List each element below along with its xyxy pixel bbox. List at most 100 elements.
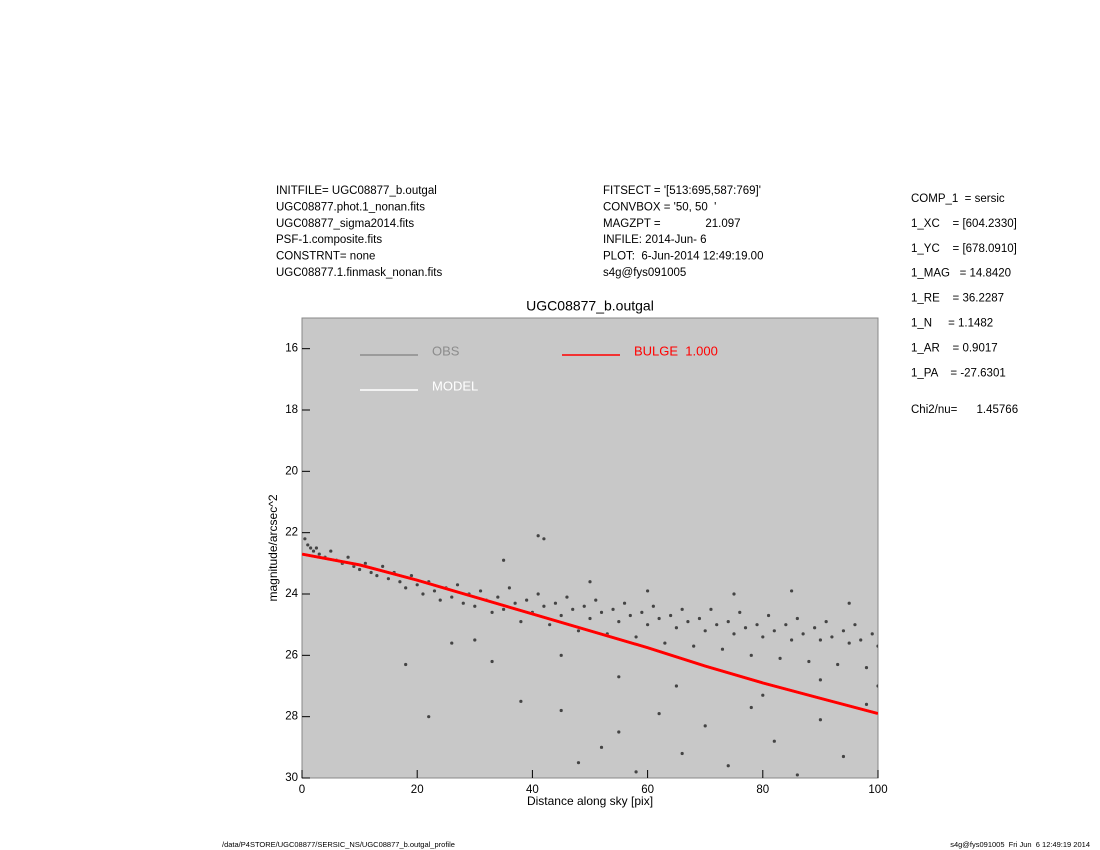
obs-point <box>432 589 437 593</box>
obs-point <box>726 620 730 624</box>
obs-point <box>790 638 794 642</box>
obs-point <box>807 659 811 664</box>
obs-point <box>680 751 684 756</box>
obs-point <box>346 555 350 559</box>
obs-point <box>352 564 356 569</box>
obs-point <box>732 632 736 636</box>
obs-point <box>847 641 851 645</box>
obs-point <box>674 626 679 630</box>
obs-point <box>306 543 310 547</box>
y-tick-label: 30 <box>285 772 298 784</box>
obs-point <box>818 718 823 722</box>
obs-point <box>415 583 419 587</box>
obs-point <box>599 745 604 749</box>
obs-point <box>559 613 563 618</box>
obs-point <box>732 592 736 596</box>
y-tick-label: 20 <box>285 465 298 477</box>
obs-point <box>864 666 869 670</box>
legend-label: OBS <box>432 343 460 358</box>
obs-point <box>548 623 552 627</box>
obs-point <box>542 604 546 608</box>
obs-point <box>646 589 650 593</box>
obs-point <box>363 561 367 565</box>
obs-point <box>859 638 863 642</box>
obs-point <box>640 610 644 615</box>
obs-point <box>657 712 661 716</box>
obs-point <box>421 592 425 596</box>
obs-point <box>651 604 655 608</box>
obs-point <box>755 623 759 627</box>
obs-point <box>542 537 546 541</box>
obs-point <box>749 653 753 657</box>
obs-point <box>692 644 696 648</box>
obs-point <box>386 577 390 581</box>
obs-point <box>398 580 402 584</box>
x-tick-label: 0 <box>299 784 305 796</box>
plot-background <box>301 317 879 779</box>
component-parameter: Chi2/nu= 1.45766 <box>911 404 1018 416</box>
component-parameter: 1_PA = -27.6301 <box>911 367 1006 379</box>
obs-point <box>553 601 558 605</box>
obs-point <box>657 616 661 621</box>
component-parameter: COMP_1 = sersic <box>911 193 1005 205</box>
obs-point <box>680 607 684 611</box>
obs-point <box>358 567 362 572</box>
obs-point <box>311 549 316 553</box>
header-left-line: PSF-1.composite.fits <box>276 234 382 246</box>
obs-point <box>536 534 540 538</box>
obs-point <box>507 586 511 590</box>
obs-point <box>784 623 788 627</box>
obs-point <box>836 662 840 667</box>
obs-point <box>743 626 748 630</box>
header-left-line: UGC08877.1.finmask_nonan.fits <box>276 267 442 279</box>
obs-point <box>611 607 615 611</box>
obs-point <box>617 730 621 734</box>
obs-point <box>634 770 638 774</box>
obs-point <box>669 613 673 618</box>
x-tick-label: 20 <box>411 784 424 796</box>
obs-point <box>674 684 679 688</box>
obs-point <box>818 638 823 642</box>
obs-point <box>582 604 586 608</box>
x-tick-label: 100 <box>868 784 887 796</box>
obs-point <box>599 610 604 615</box>
obs-point <box>617 620 621 624</box>
obs-point <box>576 761 581 765</box>
obs-point <box>749 705 753 710</box>
obs-point <box>876 684 878 688</box>
x-tick-label: 80 <box>756 784 769 796</box>
obs-point <box>634 635 638 639</box>
y-tick-label: 18 <box>285 404 298 416</box>
obs-point <box>709 607 713 611</box>
y-tick-label: 16 <box>285 343 298 355</box>
obs-point <box>409 574 414 578</box>
obs-point <box>790 589 794 593</box>
obs-point <box>303 537 307 541</box>
obs-point <box>478 589 483 593</box>
obs-point <box>455 583 460 587</box>
obs-point <box>864 702 869 707</box>
obs-point <box>450 641 454 645</box>
obs-point <box>726 764 730 768</box>
obs-point <box>830 635 834 639</box>
obs-point <box>375 574 379 578</box>
obs-point <box>525 598 529 602</box>
header-middle-line: CONVBOX = '50, 50 ' <box>603 201 716 213</box>
obs-point <box>576 629 581 633</box>
header-middle-line: INFILE: 2014-Jun- 6 <box>603 234 707 246</box>
header-middle-line: MAGZPT = 21.097 <box>603 218 741 230</box>
obs-point <box>853 623 857 627</box>
obs-point <box>559 653 563 657</box>
component-parameter: 1_RE = 36.2287 <box>911 293 1004 305</box>
obs-point <box>801 632 805 636</box>
obs-point <box>473 638 477 642</box>
obs-point <box>772 739 776 743</box>
obs-point <box>369 570 373 575</box>
obs-point <box>703 724 707 728</box>
x-tick-label: 40 <box>526 784 539 796</box>
component-parameter: 1_AR = 0.9017 <box>911 342 998 354</box>
component-parameter: 1_YC = [678.0910] <box>911 243 1017 255</box>
header-middle-line: s4g@fys091005 <box>603 267 686 279</box>
obs-point <box>461 601 465 605</box>
obs-point <box>720 647 725 651</box>
